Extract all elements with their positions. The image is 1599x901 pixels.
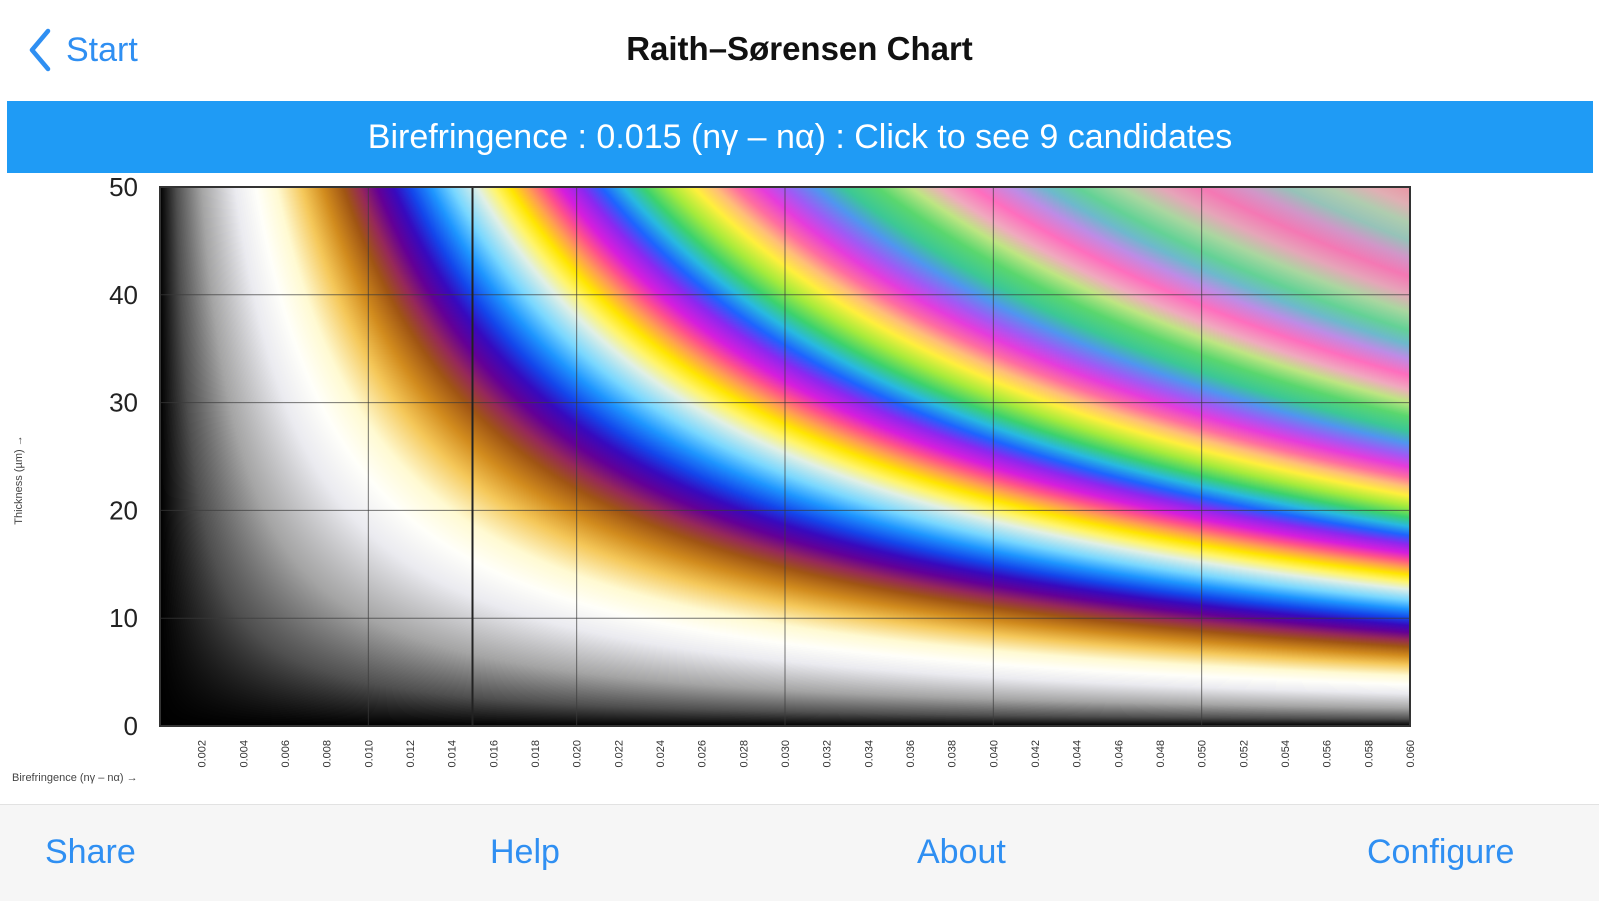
x-tick-label: 0.030 (780, 740, 792, 768)
bottom-toolbar: Share Help About Configure (0, 804, 1599, 901)
navigation-bar: Start Raith–Sørensen Chart (0, 0, 1599, 100)
x-tick-label: 0.040 (988, 740, 1000, 768)
x-tick-label: 0.044 (1072, 740, 1084, 768)
x-tick-label: 0.012 (405, 740, 417, 768)
help-button[interactable]: Help (490, 833, 560, 871)
back-label: Start (66, 30, 138, 69)
x-tick-label: 0.042 (1030, 740, 1042, 768)
banner-text: Birefringence : 0.015 (nγ – nα) : Click … (367, 117, 1233, 156)
x-tick-label: 0.006 (280, 740, 292, 768)
x-tick-label: 0.038 (947, 740, 959, 768)
back-button[interactable]: Start (28, 26, 138, 74)
x-tick-label: 0.056 (1322, 740, 1334, 768)
x-tick-label: 0.052 (1238, 740, 1250, 768)
y-tick-label: 40 (109, 280, 138, 310)
x-tick-label: 0.050 (1197, 740, 1209, 768)
x-tick-label: 0.028 (738, 740, 750, 768)
share-button[interactable]: Share (45, 833, 136, 871)
about-button[interactable]: About (917, 833, 1006, 871)
x-tick-label: 0.058 (1363, 740, 1375, 768)
y-tick-label: 20 (109, 495, 138, 525)
x-tick-label: 0.008 (322, 740, 334, 768)
x-tick-label: 0.036 (905, 740, 917, 768)
x-tick-label: 0.016 (488, 740, 500, 768)
configure-button[interactable]: Configure (1367, 833, 1515, 871)
x-tick-label: 0.032 (822, 740, 834, 768)
y-tick-label: 0 (124, 711, 138, 741)
y-tick-label: 30 (109, 388, 138, 418)
x-tick-label: 0.060 (1405, 740, 1417, 768)
page-title: Raith–Sørensen Chart (626, 30, 973, 67)
x-tick-label: 0.010 (363, 740, 375, 768)
x-tick-label: 0.026 (697, 740, 709, 768)
x-tick-label: 0.024 (655, 740, 667, 768)
chevron-left-icon (29, 28, 51, 72)
x-tick-label: 0.014 (447, 740, 459, 768)
birefringence-banner[interactable]: Birefringence : 0.015 (nγ – nα) : Click … (7, 101, 1593, 173)
y-tick-label: 10 (109, 603, 138, 633)
x-tick-label: 0.048 (1155, 740, 1167, 768)
chart-frame (159, 186, 1411, 727)
raith-sorensen-chart[interactable]: 0 10 20 30 40 50 0.002 0.004 0.006 0.008 0.010 0.0… (0, 175, 1599, 805)
x-tick-label: 0.004 (238, 740, 250, 768)
x-tick-label: 0.020 (572, 740, 584, 768)
x-tick-label: 0.034 (863, 740, 875, 768)
x-tick-label: 0.002 (197, 740, 209, 768)
y-tick-label: 50 (109, 175, 138, 202)
x-tick-label: 0.046 (1113, 740, 1125, 768)
x-tick-label: 0.018 (530, 740, 542, 768)
x-tick-label: 0.022 (613, 740, 625, 768)
y-axis-label: Thickness (µm) → (13, 435, 25, 524)
x-axis-label: Birefringence (nγ – nα) → (12, 772, 138, 784)
x-tick-label: 0.054 (1280, 740, 1292, 768)
